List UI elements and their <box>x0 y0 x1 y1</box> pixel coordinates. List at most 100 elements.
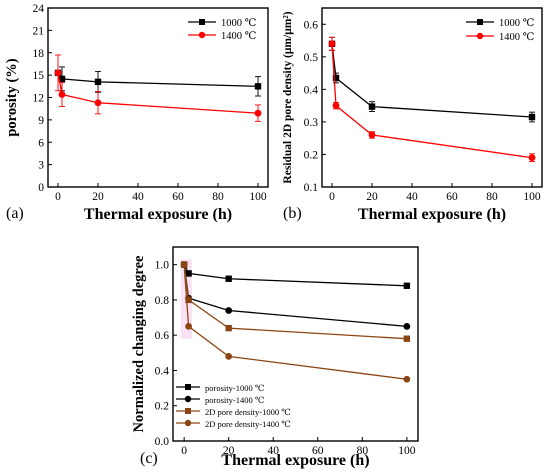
series-line <box>183 264 407 340</box>
data-point <box>225 352 233 360</box>
x-tick-label: 20 <box>223 445 235 457</box>
data-point <box>368 131 376 139</box>
panel-label: (c) <box>140 450 158 467</box>
y-tick-label: 0.3 <box>304 117 319 129</box>
x-tick-label: 60 <box>446 191 458 203</box>
legend-marker <box>477 19 483 25</box>
y-tick-label: 0.6 <box>304 19 319 31</box>
plot-frame <box>172 246 419 442</box>
x-tick-label: 40 <box>406 191 418 203</box>
x-tick-label: 60 <box>312 445 324 457</box>
data-point <box>403 335 411 342</box>
legend-label: 1000 ℃ <box>221 18 257 29</box>
data-point <box>54 69 62 77</box>
x-tick-label: 40 <box>132 191 144 203</box>
x-tick-label: 100 <box>523 191 541 203</box>
data-point <box>528 154 536 162</box>
data-point <box>185 322 192 330</box>
data-point <box>254 109 262 117</box>
x-tick-label: 0 <box>55 191 61 203</box>
x-axis-label: Thermal exposure (h) <box>84 206 232 223</box>
legend-label: 1400 ℃ <box>221 31 257 42</box>
y-tick-label: 3 <box>38 160 44 172</box>
y-tick-label: 0.4 <box>155 365 170 377</box>
y-tick-label: 21 <box>33 25 45 37</box>
panel-label: (a) <box>6 205 24 222</box>
y-axis-label: Normalized changing degree <box>131 255 147 432</box>
data-point <box>403 282 411 289</box>
x-axis-label: Thermal exposure (h) <box>221 452 369 469</box>
x-tick-label: 40 <box>267 445 279 457</box>
plot-frame <box>321 7 543 188</box>
data-point <box>225 275 232 282</box>
data-point <box>368 103 376 110</box>
data-point <box>332 74 340 82</box>
x-tick-label: 80 <box>486 191 498 203</box>
legend-label: porosity-1000 ℃ <box>205 383 264 393</box>
legend-label: 1400 ℃ <box>499 32 535 43</box>
x-tick-label: 100 <box>398 445 416 457</box>
x-tick-label: 20 <box>366 191 378 203</box>
series-line <box>331 43 533 159</box>
data-point <box>403 322 411 330</box>
y-tick-label: 0.5 <box>304 52 319 64</box>
x-tick-label: 80 <box>212 191 224 203</box>
legend-marker <box>476 32 484 40</box>
legend-label: 2D pore density-1400 ℃ <box>205 419 291 429</box>
y-tick-label: 15 <box>33 70 45 82</box>
y-tick-label: 9 <box>38 115 44 127</box>
panel-c-chart: 0 20 40 60 80 100 0.0 0.2 0.4 0.6 0.8 1.0 Thermal ex… <box>131 246 419 469</box>
legend-label: 1000 ℃ <box>499 18 535 29</box>
y-tick-label: 18 <box>33 48 45 60</box>
series-line <box>57 72 259 87</box>
x-tick-label: 80 <box>357 445 369 457</box>
x-tick-label: 20 <box>92 191 104 203</box>
panel-a-chart: 0 20 40 60 80 100 0 3 6 9 12 15 18 21 24 Thermal exposu… <box>4 3 269 223</box>
data-point <box>94 99 102 107</box>
series-line <box>183 264 407 380</box>
y-tick-label: 1.0 <box>155 260 170 272</box>
panel-label: (b) <box>283 205 302 222</box>
data-point <box>528 113 536 121</box>
y-tick-label: 0.8 <box>155 295 170 307</box>
x-tick-label: 60 <box>172 191 184 203</box>
data-point <box>185 270 192 277</box>
legend-label: 2D pore density-1000 ℃ <box>205 407 291 417</box>
panel-b-chart: 0 20 40 60 80 100 0.1 0.2 0.3 0.4 0.5 0.6 Thermal ex… <box>282 7 543 223</box>
data-point <box>328 40 336 48</box>
y-axis-label: Residual 2D pore density (μm/μm²) <box>282 11 294 183</box>
series-line <box>183 264 407 328</box>
legend-marker <box>198 31 206 39</box>
data-point <box>254 83 262 90</box>
y-tick-label: 0.2 <box>304 149 319 161</box>
x-tick-label: 0 <box>329 191 335 203</box>
data-point <box>225 307 233 314</box>
y-tick-label: 0.2 <box>155 401 170 413</box>
x-tick-label: 0 <box>181 445 187 457</box>
legend-marker <box>185 384 191 390</box>
data-point <box>185 296 192 304</box>
series-line <box>331 43 533 118</box>
y-tick-label: 0 <box>38 182 44 194</box>
y-tick-label: 6 <box>38 137 44 149</box>
y-tick-label: 0.0 <box>155 436 170 448</box>
data-point <box>332 102 340 110</box>
y-tick-label: 0.6 <box>155 330 170 342</box>
legend-label: porosity-1400 ℃ <box>205 395 264 405</box>
data-point <box>403 375 411 383</box>
y-tick-label: 0.1 <box>304 182 319 194</box>
data-point <box>58 75 66 83</box>
data-point <box>225 324 232 332</box>
legend-marker <box>184 419 192 427</box>
x-tick-label: 100 <box>249 191 267 203</box>
y-axis-label: porosity (%) <box>4 58 20 136</box>
data-point <box>58 91 66 98</box>
x-axis-label: Thermal exposure (h) <box>358 206 506 223</box>
y-tick-label: 12 <box>33 93 45 105</box>
y-tick-label: 24 <box>33 3 45 15</box>
series-line <box>183 264 407 287</box>
legend-marker <box>199 19 205 25</box>
data-point <box>94 78 102 86</box>
y-tick-label: 0.4 <box>304 84 319 96</box>
